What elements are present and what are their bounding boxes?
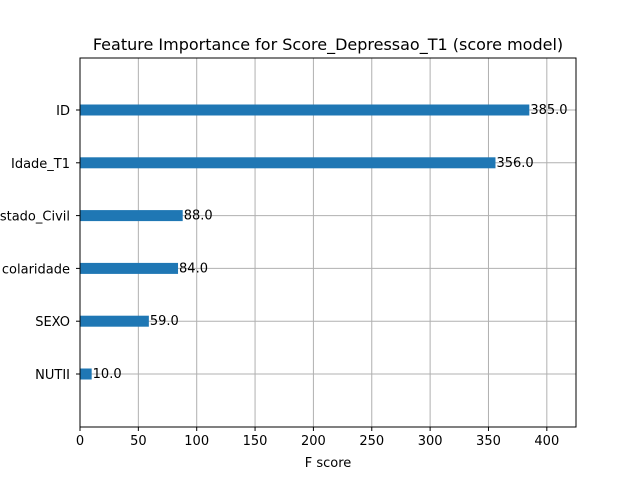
bar-escolaridade [80, 262, 179, 274]
bar-estado-civil [80, 210, 183, 222]
x-tick-label: 0 [76, 434, 84, 449]
x-tick-label: 400 [534, 434, 559, 449]
y-tick-label: SEXO [35, 315, 70, 330]
ticks-layer [76, 109, 548, 431]
bar-value-label: 88.0 [184, 209, 213, 224]
x-tick-label: 100 [184, 434, 209, 449]
y-tick-label: NUTII [35, 368, 70, 383]
bar-value-label: 59.0 [150, 314, 179, 329]
x-tick-label: 50 [130, 434, 147, 449]
bar-id [80, 104, 530, 116]
bar-sexo [80, 315, 149, 327]
x-tick-label: 150 [243, 434, 268, 449]
x-tick-label: 200 [301, 434, 326, 449]
chart-title: Feature Importance for Score_Depressao_T… [93, 35, 563, 55]
y-tick-label: ID [56, 104, 70, 119]
bar-nutii [80, 368, 92, 380]
bar-value-label: 356.0 [496, 156, 533, 171]
x-axis-label: F score [305, 456, 352, 471]
bar-idade-t1 [80, 157, 496, 169]
y-tick-label: colaridade [2, 262, 70, 277]
y-tick-label: stado_Civil [0, 210, 70, 225]
labels-layer: 0 50 100 150 200 250 300 350 400 NUTII 10.0 SEXO 59.… [0, 103, 568, 449]
bar-value-label: 10.0 [93, 367, 122, 382]
bars-layer [80, 104, 530, 380]
bar-value-label: 385.0 [530, 103, 567, 118]
y-tick-label: Idade_T1 [11, 157, 70, 172]
axes-frame [79, 57, 577, 428]
x-tick-label: 250 [359, 434, 384, 449]
bar-value-label: 84.0 [179, 261, 208, 276]
x-tick-label: 350 [476, 434, 501, 449]
x-tick-label: 300 [418, 434, 443, 449]
